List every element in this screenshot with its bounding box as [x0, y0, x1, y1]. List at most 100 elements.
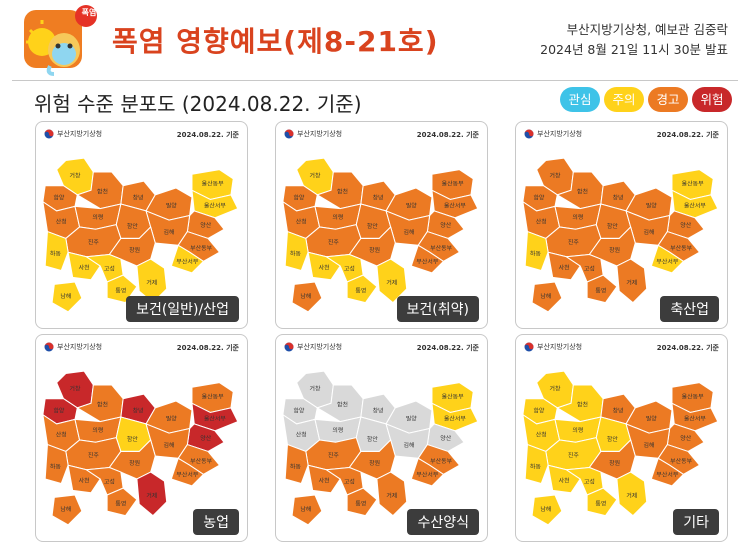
region-label: 진주	[568, 451, 579, 459]
region-label: 고성	[344, 265, 355, 273]
region-label: 양산	[680, 434, 691, 442]
region-label: 부산서부	[416, 258, 438, 266]
issuer-info: 부산지방기상청, 예보관 김중락 2024년 8월 21일 11시 30분 발표	[540, 20, 728, 60]
region-label: 남해	[300, 292, 311, 300]
region-label: 울산동부	[442, 393, 464, 401]
region-label: 합천	[97, 401, 108, 409]
region-label: 부산동부	[670, 457, 692, 465]
region-label: 창녕	[373, 406, 384, 414]
region-통영	[106, 274, 138, 304]
region-사천	[67, 464, 101, 494]
region-하동	[284, 230, 309, 272]
issue-time: 2024년 8월 21일 11시 30분 발표	[540, 42, 728, 57]
region-통영	[586, 274, 618, 304]
region-통영	[346, 487, 378, 517]
region-label: 함안	[367, 435, 378, 443]
region-label: 김해	[164, 228, 175, 236]
region-label: 김해	[404, 228, 415, 236]
region-label: 고성	[584, 265, 595, 273]
region-label: 부산동부	[430, 244, 452, 252]
region-label: 거창	[310, 385, 321, 393]
region-label: 통영	[355, 499, 366, 507]
region-label: 부산서부	[176, 258, 198, 266]
agency-mark: 부산지방기상청	[524, 342, 582, 352]
region-label: 창녕	[613, 193, 624, 201]
region-label: 산청	[56, 218, 67, 226]
region-label: 고성	[344, 478, 355, 486]
agency-name: 부산지방기상청	[537, 343, 583, 351]
region-label: 울산동부	[202, 180, 224, 188]
region-label: 사천	[319, 476, 330, 484]
region-label: 양산	[440, 221, 451, 229]
region-label: 김해	[164, 441, 175, 449]
region-label: 합천	[577, 188, 588, 196]
region-label: 하동	[50, 250, 61, 258]
map-panel: 부산지방기상청 2024.08.22. 기준 거창 함양 합천 창녕 밀양 울산동부 울산서부 산…	[35, 121, 248, 329]
region-label: 부산동부	[190, 244, 212, 252]
region-통영	[346, 274, 378, 304]
region-label: 합천	[577, 401, 588, 409]
region-label: 밀양	[166, 414, 177, 422]
region-label: 의령	[332, 426, 343, 434]
region-label: 산청	[536, 218, 547, 226]
map-panel: 부산지방기상청 2024.08.22. 기준 거창 함양 합천 창녕 밀양 울산동부 울산서부 산…	[275, 121, 488, 329]
region-사천	[307, 464, 341, 494]
panel-date: 2024.08.22. 기준	[416, 131, 479, 139]
taegeuk-emblem-icon	[524, 342, 534, 352]
region-label: 사천	[559, 476, 570, 484]
region-label: 거창	[70, 385, 81, 393]
region-하동	[524, 230, 549, 272]
region-label: 통영	[115, 499, 126, 507]
panel-header: 부산지방기상청 2024.08.22. 기준	[284, 126, 479, 142]
region-label: 부산서부	[176, 471, 198, 479]
heatwave-mascot-icon	[24, 5, 97, 76]
region-label: 하동	[290, 463, 301, 471]
region-label: 고성	[104, 478, 115, 486]
region-하동	[284, 443, 309, 485]
region-label: 울산동부	[682, 180, 704, 188]
region-label: 함안	[127, 222, 138, 230]
region-label: 산청	[56, 431, 67, 439]
agency-mark: 부산지방기상청	[524, 129, 582, 139]
region-label: 부산동부	[190, 457, 212, 465]
panel-header: 부산지방기상청 2024.08.22. 기준	[44, 126, 239, 142]
region-label: 거창	[550, 385, 561, 393]
sector-label: 농업	[193, 509, 239, 535]
region-label: 남해	[540, 292, 551, 300]
region-label: 거제	[626, 278, 637, 286]
region-label: 창원	[129, 459, 140, 467]
region-label: 울산동부	[202, 393, 224, 401]
region-label: 합천	[97, 188, 108, 196]
region-label: 진주	[568, 238, 579, 246]
panel-date: 2024.08.22. 기준	[176, 131, 239, 139]
agency-mark: 부산지방기상청	[284, 129, 342, 139]
region-label: 함안	[607, 435, 618, 443]
region-label: 울산서부	[684, 201, 706, 209]
region-label: 울산서부	[684, 414, 706, 422]
region-label: 고성	[104, 265, 115, 273]
legend-danger: 위험	[692, 87, 732, 112]
region-label: 사천	[559, 263, 570, 271]
agency-name: 부산지방기상청	[57, 343, 103, 351]
sector-label: 축산업	[660, 296, 719, 322]
region-label: 부산서부	[416, 471, 438, 479]
region-label: 밀양	[646, 414, 657, 422]
region-통영	[106, 487, 138, 517]
region-label: 창녕	[373, 193, 384, 201]
region-label: 함양	[533, 193, 544, 201]
panel-header: 부산지방기상청 2024.08.22. 기준	[524, 339, 719, 355]
region-label: 밀양	[166, 201, 177, 209]
region-남해	[291, 281, 323, 313]
region-label: 밀양	[646, 201, 657, 209]
region-하동	[524, 443, 549, 485]
region-label: 사천	[79, 476, 90, 484]
risk-legend: 관심 주의 경고 위험	[560, 87, 732, 112]
region-label: 거제	[146, 491, 157, 499]
region-label: 함양	[53, 193, 64, 201]
region-label: 진주	[88, 451, 99, 459]
region-label: 의령	[572, 213, 583, 221]
agency-name: 부산지방기상청	[537, 130, 583, 138]
